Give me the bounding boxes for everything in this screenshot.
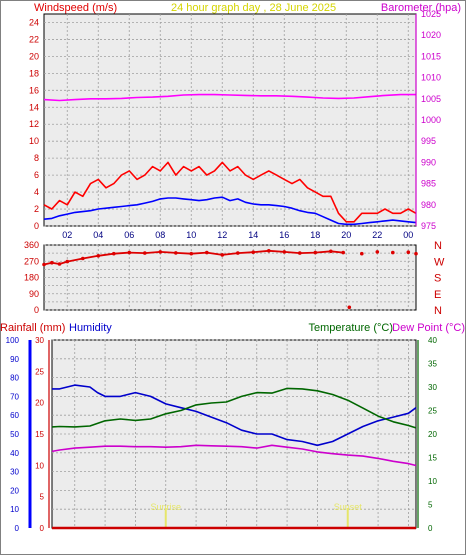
rainfall-y-tick-label: 10 <box>35 461 44 470</box>
windspeed-y-tick-label: 18 <box>29 68 39 78</box>
windspeed-y-tick-label: 8 <box>34 153 39 163</box>
barometer-y-tick-label: 1000 <box>421 115 441 125</box>
temperature-y-tick-label: 15 <box>428 454 437 463</box>
wind-panel-x-tick-label: 00 <box>403 230 413 240</box>
wind-panel-x-tick-label: 16 <box>279 230 289 240</box>
wind-direction-point <box>406 250 411 254</box>
temperature-y-tick-label: 25 <box>428 407 437 416</box>
direction-y-tick-label: 90 <box>29 289 39 299</box>
barometer-y-tick-label: 1020 <box>421 30 441 40</box>
wind-direction-point <box>360 251 364 256</box>
windspeed-y-tick-label: 2 <box>34 204 39 214</box>
barometer-line <box>43 93 416 102</box>
wind-panel-x-tick-label: 02 <box>62 230 72 240</box>
temperature-y-tick-label: 20 <box>428 430 437 439</box>
barometer-y-tick-label: 1025 <box>421 9 441 19</box>
windspeed-axis-title: Windspeed (m/s) <box>34 2 117 14</box>
windspeed-y-tick-label: 10 <box>29 136 39 146</box>
wind-panel-x-tick-label: 10 <box>186 230 196 240</box>
rainfall-y-tick-label: 25 <box>35 367 44 376</box>
wind-panel-x-tick-label: 22 <box>372 230 382 240</box>
wind-direction-point <box>391 250 395 255</box>
direction-y-tick-label: 360 <box>24 240 39 250</box>
windspeed-y-tick-label: 20 <box>29 51 39 61</box>
temperature-y-tick-label: 10 <box>428 477 437 486</box>
barometer-axis-title: Barometer (hpa) <box>381 2 461 14</box>
dewpoint-axis-title: Dew Point (°C) <box>392 322 465 334</box>
humidity-y-tick-label: 10 <box>10 505 19 514</box>
compass-tick-label: S <box>434 273 441 285</box>
wind-direction-line <box>43 249 344 266</box>
windspeed-y-tick-label: 0 <box>34 221 39 231</box>
windspeed-y-tick-label: 4 <box>34 187 39 197</box>
wind-panel-plot-area <box>43 13 417 227</box>
rainfall-y-tick-label: 5 <box>40 493 45 502</box>
wind-direction-point <box>375 250 380 254</box>
temperature-axis-title: Temperature (°C) <box>309 322 393 334</box>
windspeed-y-tick-label: 22 <box>29 34 39 44</box>
barometer-y-tick-label: 1005 <box>421 94 441 104</box>
rainfall-y-tick-label: 30 <box>35 336 44 345</box>
temperature-y-tick-label: 5 <box>428 501 433 510</box>
sunrise-label: Sunrise <box>150 502 181 512</box>
humidity-y-tick-label: 100 <box>6 336 20 345</box>
humidity-y-tick-label: 40 <box>10 449 19 458</box>
temperature-y-tick-label: 0 <box>428 524 433 533</box>
compass-tick-label: E <box>434 289 441 301</box>
wind-panel-x-tick-label: 12 <box>217 230 227 240</box>
temperature-line <box>51 387 417 429</box>
wind-panel-x-tick-label: 08 <box>155 230 165 240</box>
humidity-y-tick-label: 50 <box>10 430 19 439</box>
graph-title: 24 hour graph day , 28 June 2025 <box>171 2 336 14</box>
humidity-y-tick-label: 70 <box>10 392 19 401</box>
humidity-axis-title: Humidity <box>69 322 112 334</box>
barometer-y-tick-label: 995 <box>421 136 436 146</box>
sunset-label: Sunset <box>334 502 363 512</box>
direction-y-tick-label: 180 <box>24 273 39 283</box>
compass-tick-label: W <box>434 256 445 268</box>
wind-panel-x-tick-label: 14 <box>248 230 258 240</box>
wind-panel-x-tick-label: 18 <box>310 230 320 240</box>
humidity-line <box>52 384 417 447</box>
wind-average-line <box>43 196 417 226</box>
humidity-y-tick-label: 30 <box>10 468 19 477</box>
direction-y-tick-label: 270 <box>24 256 39 266</box>
windspeed-y-tick-label: 14 <box>29 102 39 112</box>
humidity-y-tick-label: 80 <box>10 374 19 383</box>
wind-gust-line <box>43 161 417 223</box>
rainfall-axis-title: Rainfall (mm) <box>0 322 65 334</box>
wind-panel-x-tick-label: 06 <box>124 230 134 240</box>
barometer-y-tick-label: 990 <box>421 157 436 167</box>
windspeed-y-tick-label: 12 <box>29 119 39 129</box>
rainfall-y-tick-label: 15 <box>35 430 44 439</box>
rainfall-y-tick-label: 20 <box>35 399 44 408</box>
humidity-y-tick-label: 20 <box>10 486 19 495</box>
barometer-y-tick-label: 975 <box>421 221 436 231</box>
barometer-y-tick-label: 1015 <box>421 51 441 61</box>
barometer-y-tick-label: 1010 <box>421 73 441 83</box>
compass-tick-label: N <box>434 305 442 317</box>
temperature-y-tick-label: 40 <box>428 336 437 345</box>
direction-y-tick-label: 0 <box>34 305 39 315</box>
dew-point-line <box>51 444 417 467</box>
wind-direction-point <box>347 305 352 310</box>
barometer-y-tick-label: 980 <box>421 200 436 210</box>
humidity-y-tick-label: 60 <box>10 411 19 420</box>
windspeed-y-tick-label: 16 <box>29 85 39 95</box>
windspeed-y-tick-label: 6 <box>34 170 39 180</box>
wind-direction-point <box>414 251 418 256</box>
barometer-y-tick-label: 985 <box>421 179 436 189</box>
windspeed-y-tick-label: 24 <box>29 17 39 27</box>
humidity-y-tick-label: 0 <box>15 524 20 533</box>
temperature-y-tick-label: 30 <box>428 383 437 392</box>
rainfall-y-tick-label: 0 <box>40 524 45 533</box>
humidity-y-tick-label: 90 <box>10 355 19 364</box>
wind-panel-x-tick-label: 20 <box>341 230 351 240</box>
temperature-y-tick-label: 35 <box>428 360 437 369</box>
compass-tick-label: N <box>434 240 442 252</box>
wind-panel-x-tick-label: 04 <box>93 230 103 240</box>
